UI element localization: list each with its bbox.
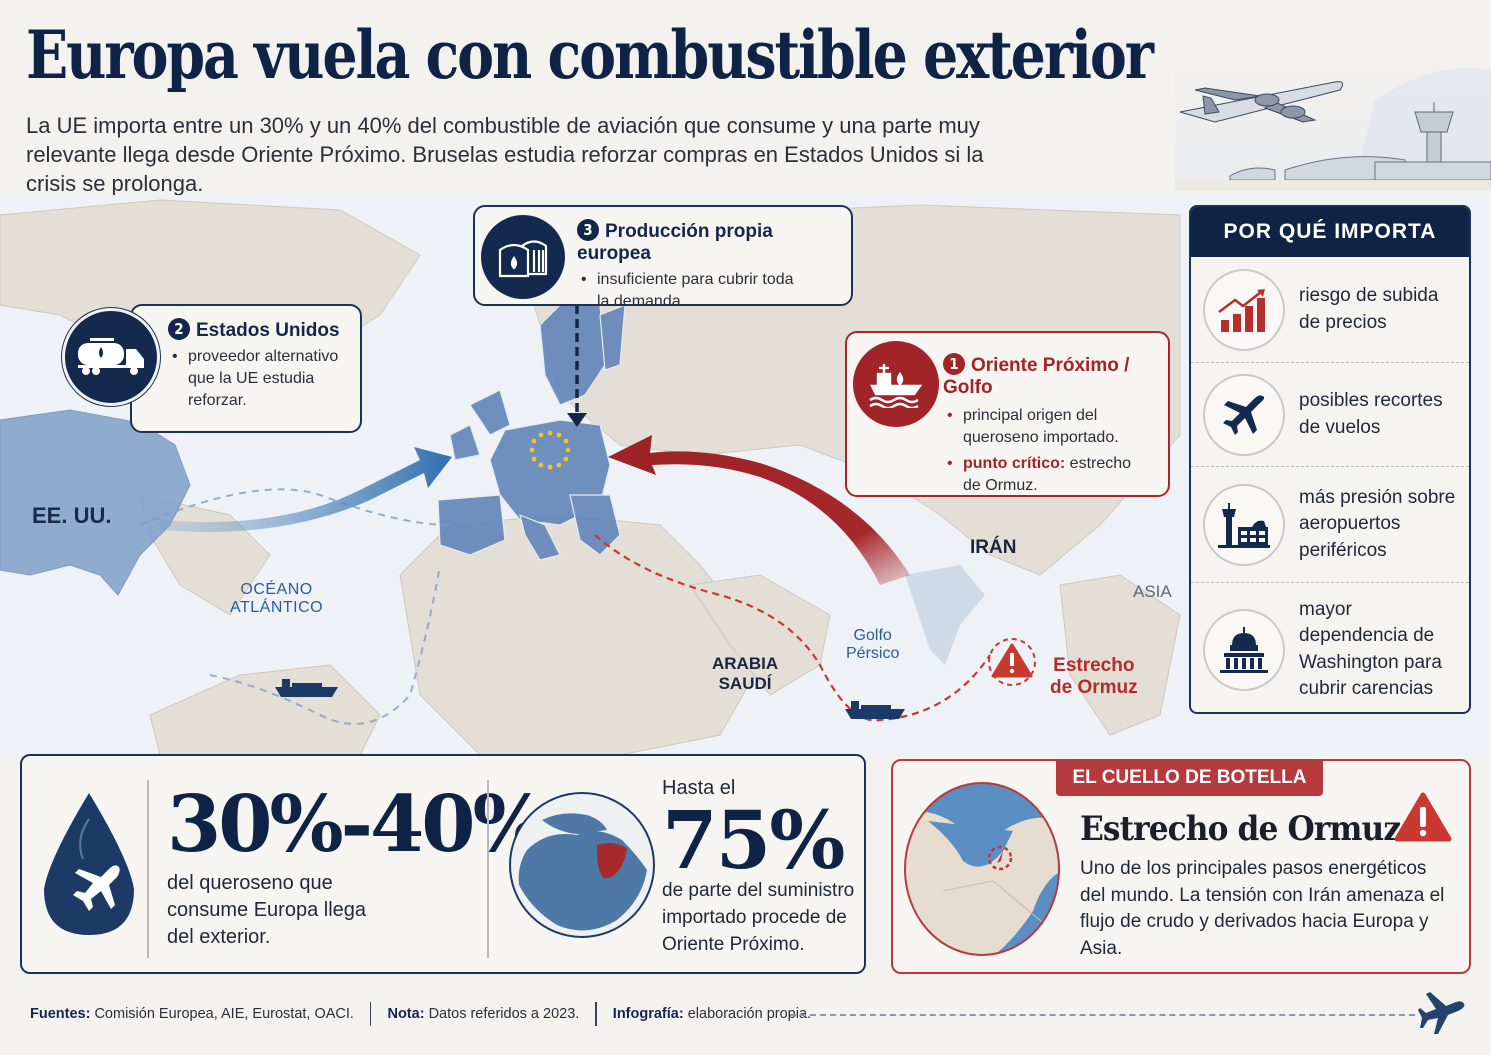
map-label-asia: ASIA	[1133, 582, 1172, 601]
bottleneck-panel: EL CUELLO DE BOTELLA Estrecho de Ormuz U…	[891, 759, 1471, 974]
stat-middle-east-value: 75%	[662, 793, 845, 887]
number-badge-3: 3	[577, 219, 599, 241]
callout-title: Producción propia europea	[577, 221, 773, 264]
stat-import-share-value: 30%-40%	[167, 779, 547, 870]
why-it-matters-panel: POR QUÉ IMPORTA riesgo de subida de prec…	[1189, 205, 1471, 714]
callout-bullet: principal origen del queroseno importado…	[943, 405, 1153, 449]
map-label-iran: IRÁN	[970, 537, 1017, 558]
map-label-saudi-arabia: ARABIA SAUDÍ	[712, 654, 779, 693]
footer-sources: Fuentes: Comisión Europea, AIE, Eurostat…	[30, 1006, 354, 1022]
callout-title: Estados Unidos	[196, 320, 340, 341]
footer: Fuentes: Comisión Europea, AIE, Eurostat…	[30, 1002, 811, 1026]
tanker-ship-indian-ocean	[845, 701, 905, 719]
warning-triangle-icon	[1394, 792, 1452, 842]
fuel-truck-icon	[62, 308, 160, 406]
map-label-atlantic: OCÉANO ATLÁNTICO	[230, 581, 324, 617]
why-item-prices: riesgo de subida de precios	[1191, 257, 1469, 363]
bottleneck-tag: EL CUELLO DE BOTELLA	[1056, 760, 1323, 796]
oil-tanker-ship-icon	[853, 341, 939, 427]
map-label-usa: EE. UU.	[32, 503, 112, 528]
stat-middle-east-prefix: Hasta el	[662, 777, 736, 799]
airplane-airport-illustration	[1175, 40, 1491, 190]
airplane-icon	[1203, 373, 1285, 456]
footer-airplane-icon	[1418, 992, 1465, 1034]
why-item-flights: posibles recortes de vuelos	[1191, 363, 1469, 467]
footer-dashed-line	[790, 1014, 1415, 1016]
page-subtitle: La UE importa entre un 30% y un 40% del …	[26, 113, 984, 196]
footer-divider	[369, 1002, 372, 1026]
fuel-drop-airplane-icon	[44, 793, 134, 935]
globe-middle-east-icon	[509, 792, 655, 938]
bottleneck-text: Uno de los principales pasos energéticos…	[1080, 858, 1445, 959]
map-label-persian-gulf: Golfo Pérsico	[846, 627, 900, 663]
why-item-airports: más presión sobre aeropuertos periférico…	[1191, 467, 1469, 583]
rising-bar-chart-icon	[1203, 268, 1285, 351]
map-label-strait-of-hormuz: Estrecho de Ormuz	[1050, 655, 1138, 698]
hormuz-inset-map	[904, 782, 1060, 956]
tanker-ship-atlantic	[275, 679, 338, 697]
footer-note: Nota: Datos referidos a 2023.	[387, 1006, 580, 1022]
stat-import-share-text: del queroseno que consume Europa llega d…	[167, 872, 367, 948]
why-item-washington: mayor dependencia de Washington para cub…	[1191, 583, 1469, 712]
page-title: Europa vuela con combustible exterior	[26, 16, 1154, 94]
storage-tanks-icon	[481, 215, 565, 299]
airport-tower-icon	[1203, 483, 1285, 566]
callout-bullet: insuficiente para cubrir toda la demanda…	[577, 269, 807, 313]
stat-middle-east-text: de parte del suministro importado proced…	[662, 880, 855, 955]
stats-panel: 30%-40% del queroseno que consume Europa…	[20, 754, 866, 974]
callout-bullet: proveedor alternativo que la UE estudia …	[168, 346, 348, 412]
footer-credit: Infografía: elaboración propia.	[612, 1006, 812, 1022]
callout-title: Oriente Próximo / Golfo	[943, 355, 1130, 398]
bottleneck-title: Estrecho de Ormuz	[1080, 809, 1401, 849]
why-it-matters-title: POR QUÉ IMPORTA	[1191, 207, 1469, 257]
capitol-building-icon	[1203, 608, 1285, 691]
callout-bullet-critical: punto crítico: estrecho de Ormuz.	[943, 453, 1153, 497]
callout-united-states: 2 Estados Unidos proveedor alternativo qu…	[130, 304, 362, 433]
footer-divider	[595, 1002, 597, 1026]
number-badge-2: 2	[168, 318, 190, 340]
number-badge-1: 1	[943, 353, 965, 375]
eu-stars	[529, 430, 571, 470]
